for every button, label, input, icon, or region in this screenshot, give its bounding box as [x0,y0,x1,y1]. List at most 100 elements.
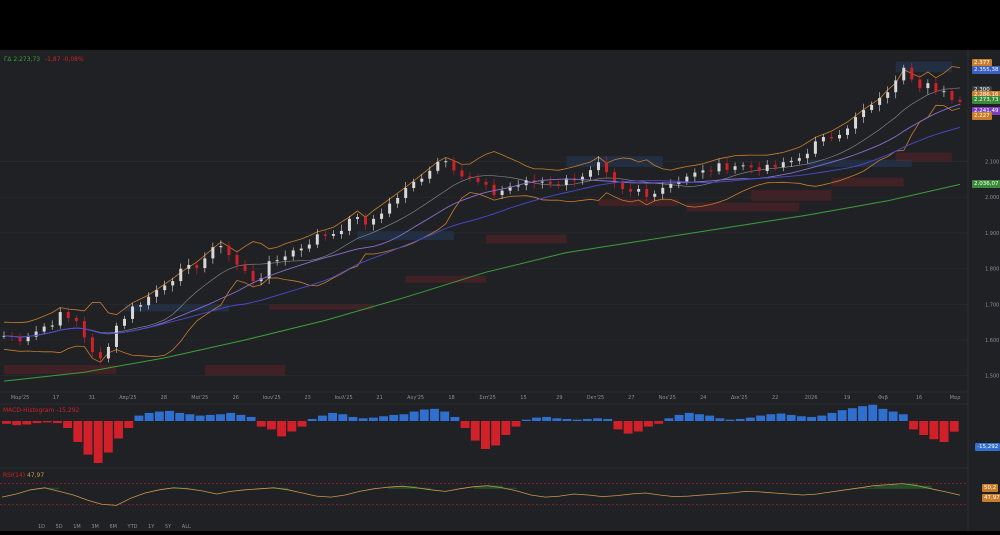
time-axis-label: 31 [89,395,95,401]
macd-bar [430,408,439,421]
macd-bar [124,421,134,428]
candle-body [645,188,649,197]
macd-bar [888,411,898,421]
macd-bar [572,419,582,421]
rsi-upper-tag: 50,2 [982,484,999,492]
macd-bar [216,414,225,421]
macd-bar [481,421,490,449]
candle-body [902,67,906,81]
macd-bar [144,412,154,421]
candle-body [725,163,729,170]
macd-bar [399,414,409,421]
zone-rect [4,365,117,374]
candle-body [331,234,335,236]
candle-body [388,203,392,214]
time-axis-label: 22 [772,395,778,401]
macd-bar [735,418,745,421]
macd-bar [623,421,633,434]
macd-bar [684,412,694,421]
candle-body [789,160,793,163]
macd-bar [766,414,776,421]
macd-bar [175,412,185,421]
candle-body [82,321,86,338]
macd-bar [796,416,806,421]
macd-bar [52,421,62,424]
tf-5d[interactable]: 5D [55,524,63,530]
macd-bar [674,414,684,421]
candle-body [564,178,568,186]
tf-1m[interactable]: 1M [73,524,81,530]
candle-body [637,188,641,192]
rsi-fill [44,487,60,489]
price-change-pct: -0,08% [62,56,84,63]
macd-bar [287,421,297,432]
candle-body [613,172,617,184]
candle-body [460,170,464,177]
candle-body [821,136,825,142]
candle-body [58,312,62,326]
tf-1y[interactable]: 1Y [148,524,155,530]
moving-averages [3,103,961,382]
tf-6m[interactable]: 6M [109,524,117,530]
candle-body [219,246,223,248]
tf-ytd[interactable]: YTD [127,524,138,530]
candle-body [886,92,890,98]
bb-upper [3,66,961,324]
macd-bar [185,414,195,421]
candle-body [90,337,94,353]
candle-body [765,164,769,171]
zone-rect [405,275,487,283]
macd-bar [195,415,205,421]
macd-bar [73,421,83,442]
tf-3m[interactable]: 3M [91,524,99,530]
candle-body [781,162,785,168]
rsi-fill [902,483,918,489]
rsi-fill [888,484,903,489]
candles [2,62,962,364]
macd-bar [22,421,32,425]
macd-bar [348,416,358,421]
candle-body [653,193,657,197]
price-tag: 2.241,49 [972,107,1000,116]
price-axis-label: 2.000 [985,195,999,201]
macd-bar [42,421,52,423]
macd-bar [939,421,949,442]
price-tag: 2.300 [972,86,992,95]
candle-body [621,183,625,190]
tf-1d[interactable]: 1D [38,524,46,530]
candle-body [42,326,46,332]
candle-body [171,281,175,286]
rsi-panel [0,467,968,506]
candle-body [123,318,127,326]
candle-body [155,290,159,297]
macd-bar [246,416,256,421]
macd-bar [389,414,399,421]
zone-rect [486,234,567,244]
macd-bar [256,421,266,427]
candle-body [596,162,600,171]
candle-body [837,134,841,139]
macd-bar [817,415,827,421]
time-axis-label: Απρ'25 [119,395,136,401]
time-axis-label: Ιουλ'25 [335,395,353,401]
macd-bar [470,421,480,441]
candle-body [412,181,416,189]
candle-body [74,317,78,322]
macd-bar [807,416,817,421]
candle-body [243,264,247,271]
price-axis-label: 1.600 [985,338,999,344]
candle-body [428,170,432,179]
bb-middle [3,87,961,338]
tf-all[interactable]: ALL [181,524,191,530]
macd-bar [266,421,276,430]
candle-body [661,187,665,194]
macd-bar [593,418,602,421]
candle-body [114,325,118,347]
candle-body [452,161,456,171]
macd-bar [226,412,236,421]
bollinger-bands [3,66,961,363]
rsi-header: RSI(14) 47,97 [3,472,44,479]
tf-5y[interactable]: 5Y [164,524,172,530]
macd-bar [552,418,562,421]
candle-body [910,67,914,80]
